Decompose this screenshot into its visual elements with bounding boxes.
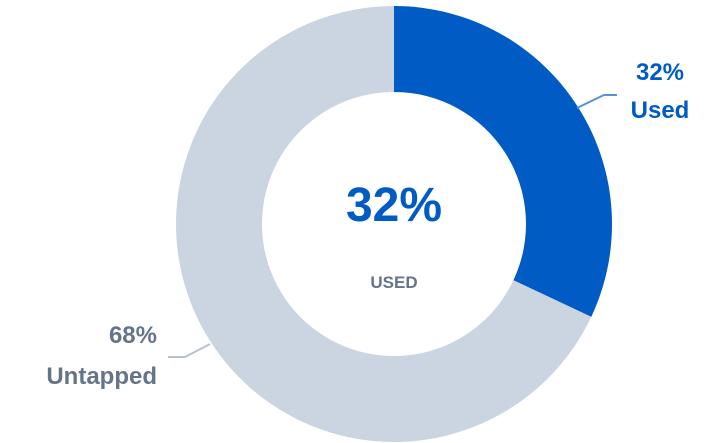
center-caption-label: USED <box>370 273 417 292</box>
center-value-label: 32% <box>346 179 442 232</box>
slice-percent-label-used: 32% <box>636 59 684 86</box>
donut-slices <box>176 6 613 443</box>
donut-slice-used <box>394 6 613 317</box>
donut-slice-untapped <box>176 6 592 443</box>
leader-line-used <box>576 94 617 109</box>
slice-percent-label-untapped: 68% <box>109 322 157 349</box>
leader-line-untapped <box>168 343 211 358</box>
slice-name-label-untapped: Untapped <box>46 363 157 390</box>
slice-name-label-used: Used <box>631 97 690 124</box>
slice-labels: 32% Used 68% Untapped <box>46 59 689 390</box>
leader-lines <box>168 94 617 358</box>
